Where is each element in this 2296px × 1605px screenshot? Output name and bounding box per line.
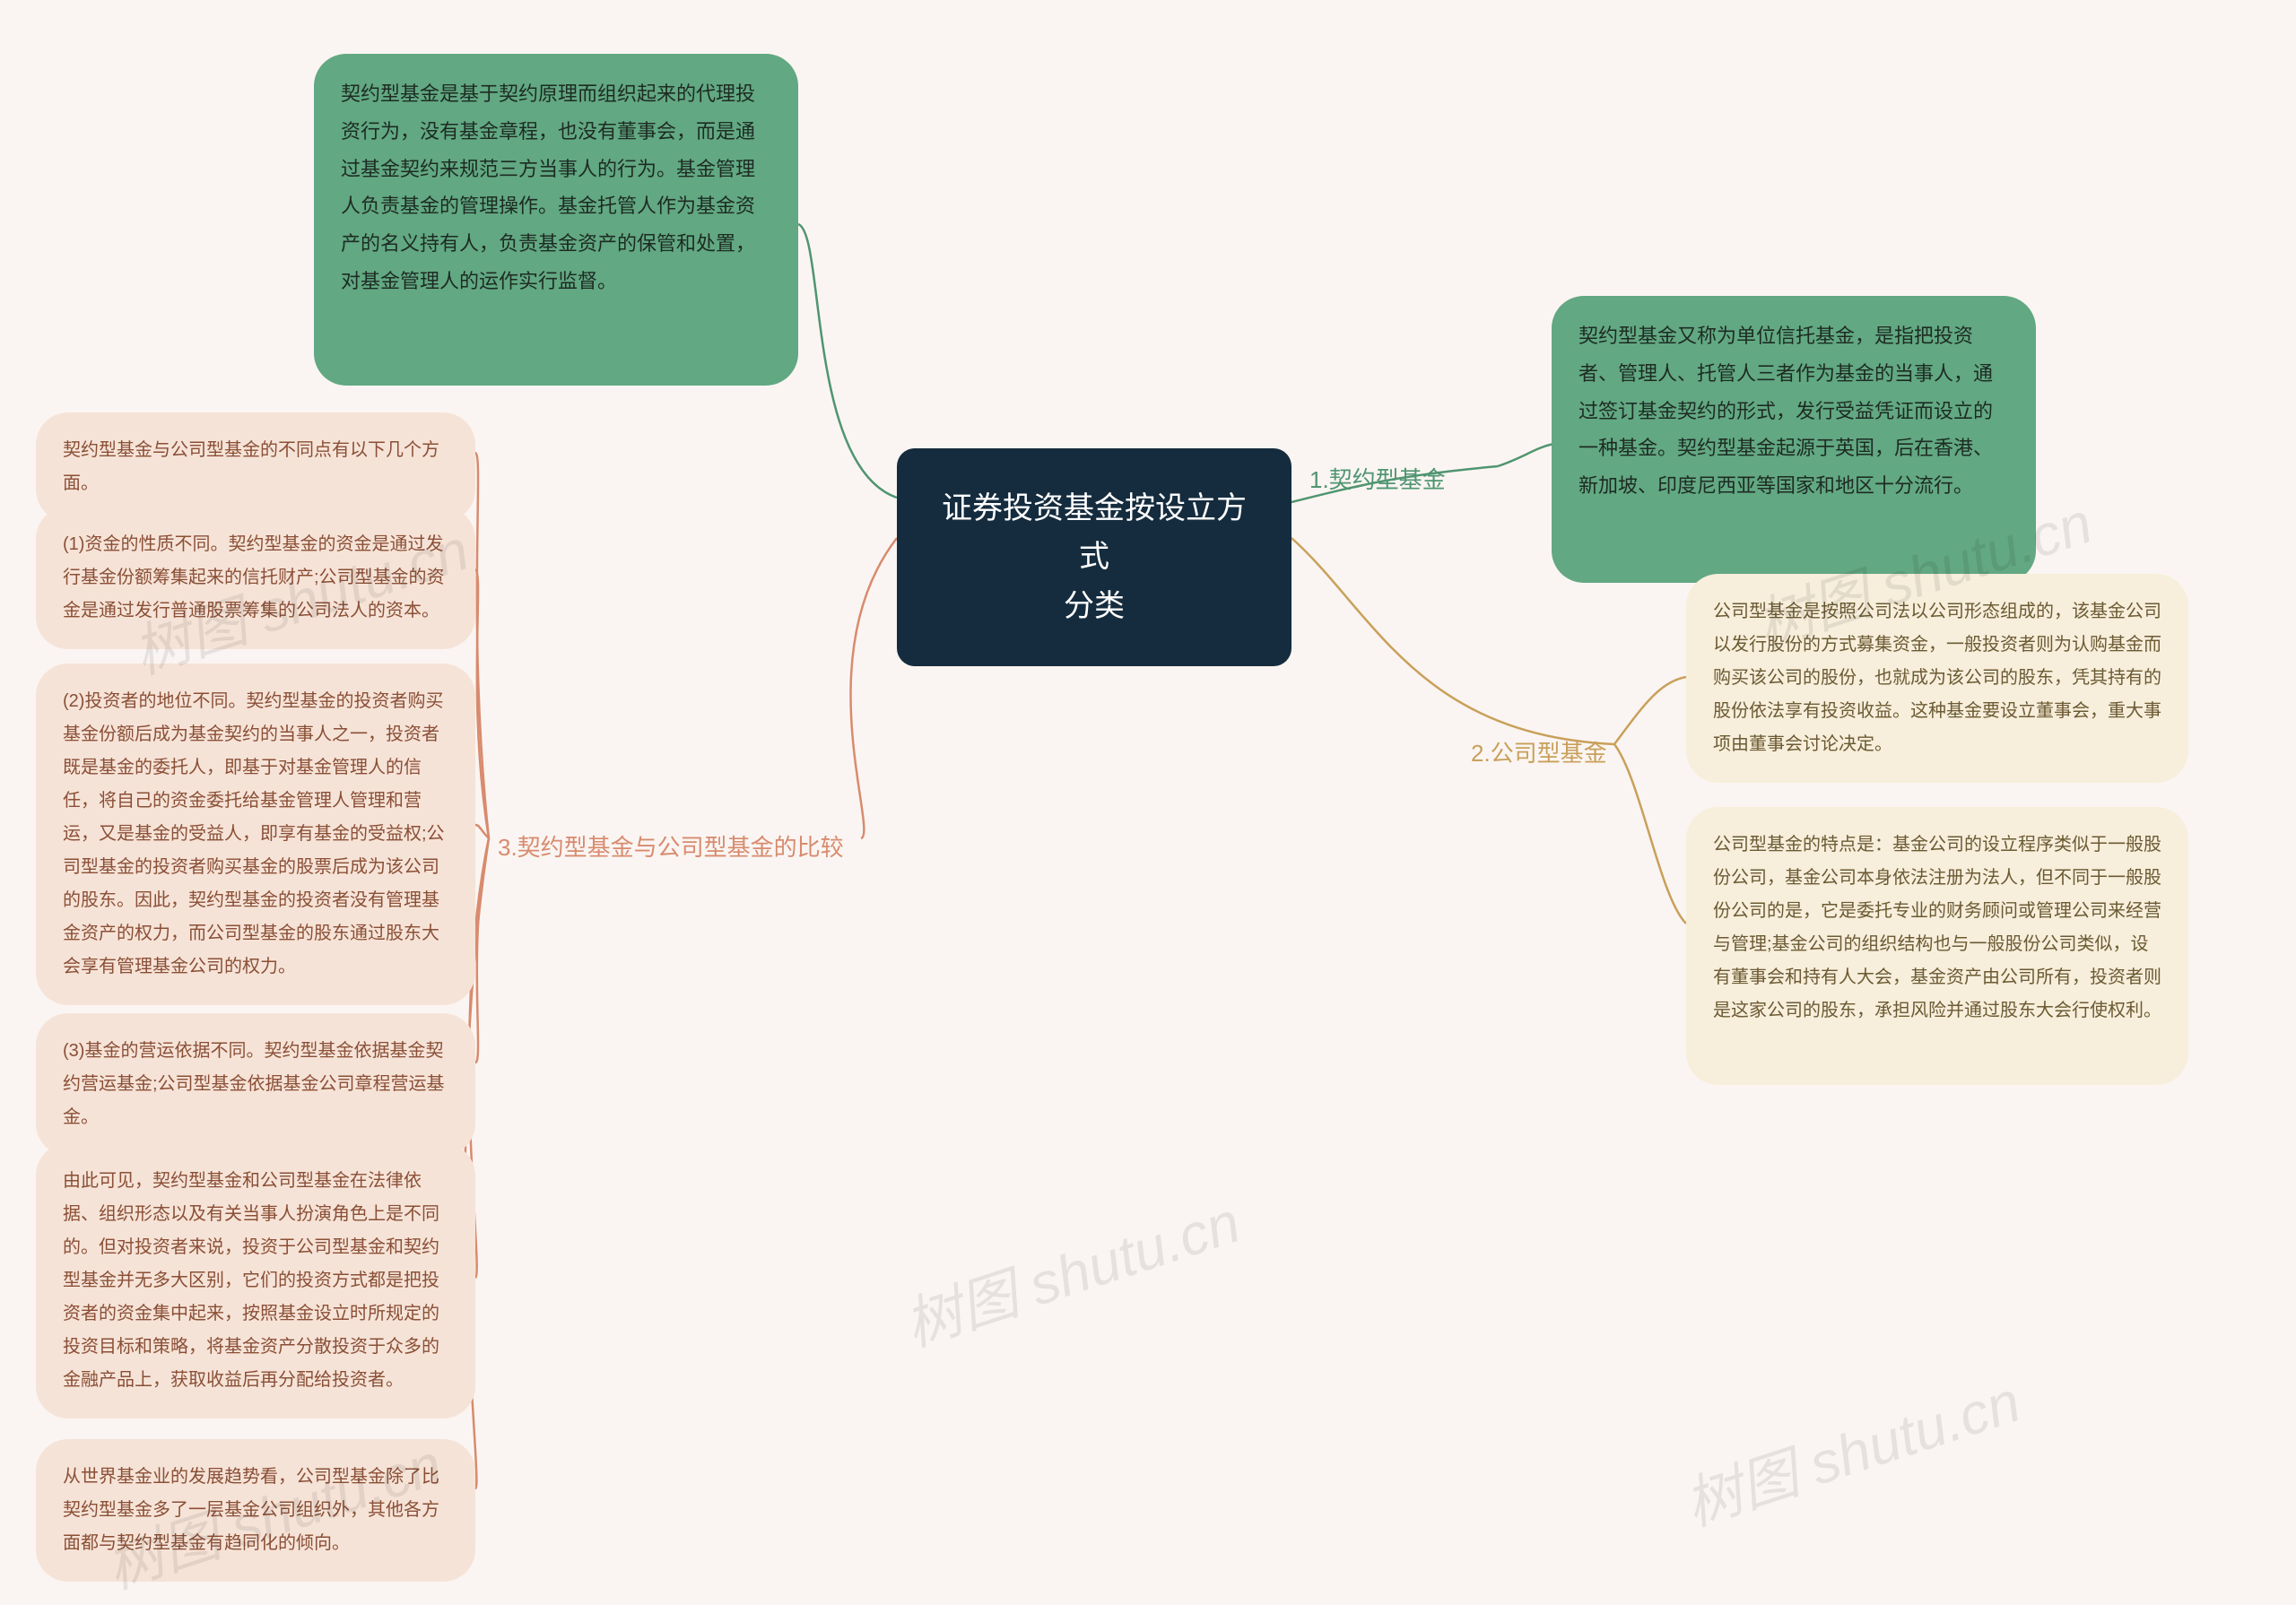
node-b3-5: 从世界基金业的发展趋势看，公司型基金除了比契约型基金多了一层基金公司组织外，其他…: [36, 1439, 475, 1582]
watermark: 树图 shutu.cn: [1673, 1356, 2029, 1541]
branch-label-b1: 1.契约型基金: [1300, 453, 1455, 508]
root-node: 证券投资基金按设立方式 分类: [897, 448, 1292, 666]
node-b3-1: (1)资金的性质不同。契约型基金的资金是通过发行基金份额筹集起来的信托财产;公司…: [36, 507, 475, 649]
watermark: 树图 shutu.cn: [892, 1176, 1248, 1362]
node-b2-0: 公司型基金是按照公司法以公司形态组成的，该基金公司以发行股份的方式募集资金，一般…: [1686, 574, 2188, 783]
branch-label-b2: 2.公司型基金: [1462, 726, 1616, 781]
node-b2-1: 公司型基金的特点是：基金公司的设立程序类似于一般股份公司，基金公司本身依法注册为…: [1686, 807, 2188, 1085]
node-b3-2: (2)投资者的地位不同。契约型基金的投资者购买基金份额后成为基金契约的当事人之一…: [36, 664, 475, 1005]
node-b3-3: (3)基金的营运依据不同。契约型基金依据基金契约营运基金;公司型基金依据基金公司…: [36, 1013, 475, 1156]
node-b3-0: 契约型基金与公司型基金的不同点有以下几个方面。: [36, 412, 475, 522]
node-b1-0: 契约型基金又称为单位信托基金，是指把投资者、管理人、托管人三者作为基金的当事人，…: [1552, 296, 2036, 583]
node-b1_side-0: 契约型基金是基于契约原理而组织起来的代理投资行为，没有基金章程，也没有董事会，而…: [314, 54, 798, 386]
node-b3-4: 由此可见，契约型基金和公司型基金在法律依据、组织形态以及有关当事人扮演角色上是不…: [36, 1143, 475, 1418]
branch-label-b3: 3.契约型基金与公司型基金的比较: [489, 820, 853, 875]
